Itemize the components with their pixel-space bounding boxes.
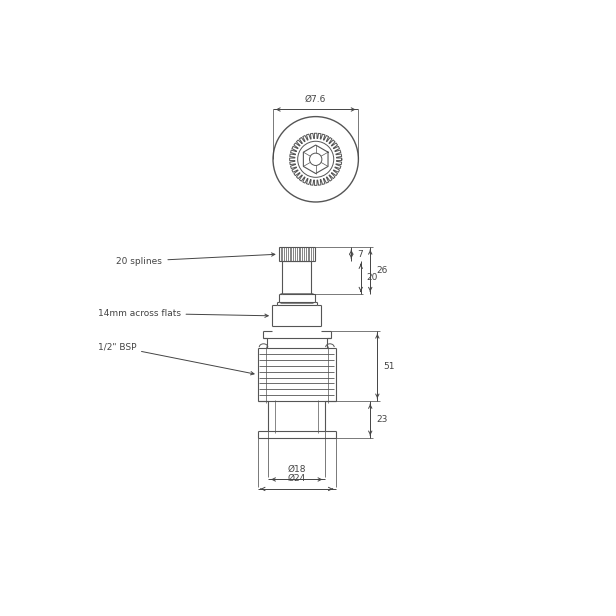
Text: 20 splines: 20 splines [116,253,275,265]
Text: 14mm across flats: 14mm across flats [97,309,268,318]
Text: 26: 26 [376,266,387,275]
Text: 1/2" BSP: 1/2" BSP [97,342,254,375]
Text: 7: 7 [357,249,363,259]
Text: 23: 23 [376,415,387,424]
Text: Ø18: Ø18 [288,464,306,474]
Text: 20: 20 [367,274,378,282]
Text: Ø24: Ø24 [288,474,306,484]
Text: 51: 51 [383,362,395,371]
Text: Ø7.6: Ø7.6 [305,95,326,104]
